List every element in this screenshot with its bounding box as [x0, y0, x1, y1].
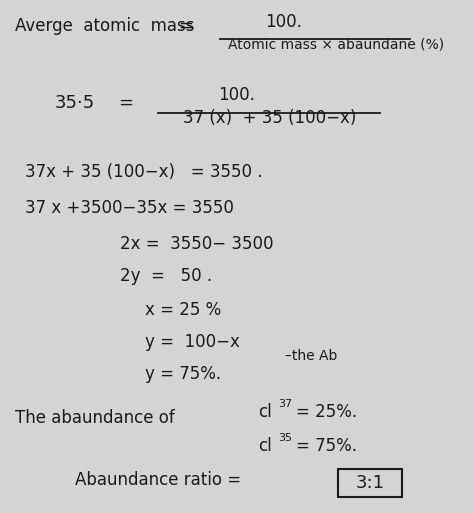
Text: = 75%.: = 75%.	[296, 437, 357, 455]
Text: 100.: 100.	[265, 13, 302, 31]
Text: 2y  =   50 .: 2y = 50 .	[120, 267, 212, 285]
Text: Atomic mass × abaundane (%): Atomic mass × abaundane (%)	[228, 37, 444, 51]
Text: 37: 37	[278, 399, 292, 409]
Text: 35: 35	[278, 433, 292, 443]
Text: 3:1: 3:1	[356, 474, 384, 492]
Text: –the Ab: –the Ab	[285, 349, 337, 363]
Text: The abaundance of: The abaundance of	[15, 409, 175, 427]
Text: Abaundance ratio =: Abaundance ratio =	[75, 471, 246, 489]
Text: = 25%.: = 25%.	[296, 403, 357, 421]
Text: 35·5: 35·5	[55, 94, 95, 112]
Text: 100.: 100.	[218, 86, 255, 104]
Text: 37 (x)  + 35 (100−x): 37 (x) + 35 (100−x)	[183, 109, 356, 127]
Text: =: =	[178, 17, 193, 35]
Text: 37x + 35 (100−x)   = 3550 .: 37x + 35 (100−x) = 3550 .	[25, 163, 263, 181]
Text: cl: cl	[258, 437, 272, 455]
Bar	[338, 469, 402, 497]
Text: y = 75%.: y = 75%.	[145, 365, 221, 383]
Text: cl: cl	[258, 403, 272, 421]
Text: Averge  atomic  mass: Averge atomic mass	[15, 17, 194, 35]
Text: y =  100−x: y = 100−x	[145, 333, 240, 351]
Text: x = 25 %: x = 25 %	[145, 301, 221, 319]
Text: =: =	[118, 94, 133, 112]
Text: 2x =  3550− 3500: 2x = 3550− 3500	[120, 235, 273, 253]
Text: 37 x +3500−35x = 3550: 37 x +3500−35x = 3550	[25, 199, 234, 217]
